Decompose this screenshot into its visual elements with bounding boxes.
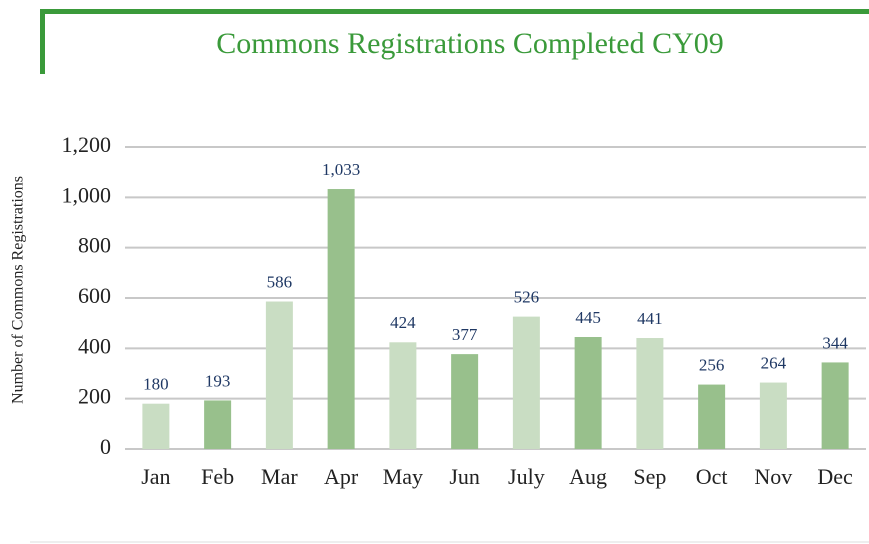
y-tick-label: 200 — [78, 384, 111, 409]
x-tick-label: Jun — [449, 464, 480, 489]
y-tick-label: 600 — [78, 283, 111, 308]
x-tick-label: Sep — [633, 464, 666, 489]
bar — [574, 337, 602, 449]
x-tick-label: Mar — [261, 464, 298, 489]
bar — [265, 301, 293, 449]
x-tick-label: May — [383, 464, 423, 489]
bar — [142, 403, 170, 449]
bar — [327, 189, 355, 450]
y-tick-label: 1,200 — [62, 132, 112, 157]
bar — [512, 316, 540, 449]
value-label: 193 — [205, 371, 231, 390]
y-tick-label: 0 — [100, 434, 111, 459]
x-tick-label: Aug — [569, 464, 607, 489]
value-label: 180 — [143, 375, 169, 394]
bar — [204, 400, 232, 449]
title-border-left — [40, 9, 45, 74]
bar — [451, 354, 479, 449]
bar — [759, 382, 787, 449]
x-tick-label: Apr — [324, 464, 359, 489]
bar — [698, 384, 726, 449]
value-label: 441 — [637, 309, 663, 328]
x-tick-label: Oct — [696, 464, 728, 489]
x-tick-label: Feb — [201, 464, 234, 489]
bar — [821, 362, 849, 449]
y-axis-label: Number of Commons Registrations — [10, 176, 27, 404]
chart-title: Commons Registrations Completed CY09 — [216, 27, 724, 60]
bar — [389, 342, 417, 449]
title-border-top — [40, 9, 869, 14]
value-label: 526 — [514, 288, 540, 307]
x-tick-label: Dec — [817, 464, 853, 489]
y-tick-label: 800 — [78, 233, 111, 258]
x-tick-label: Jan — [141, 464, 170, 489]
value-label: 1,033 — [322, 160, 360, 179]
x-tick-label: July — [508, 464, 545, 489]
y-tick-label: 400 — [78, 333, 111, 358]
bar — [636, 338, 664, 449]
value-label: 445 — [575, 308, 601, 327]
y-tick-label: 1,000 — [62, 182, 112, 207]
value-label: 586 — [267, 272, 293, 291]
value-label: 264 — [761, 353, 787, 372]
value-label: 377 — [452, 325, 478, 344]
value-label: 256 — [699, 355, 725, 374]
value-label: 344 — [822, 333, 848, 352]
x-tick-label: Nov — [754, 464, 792, 489]
value-label: 424 — [390, 313, 416, 332]
